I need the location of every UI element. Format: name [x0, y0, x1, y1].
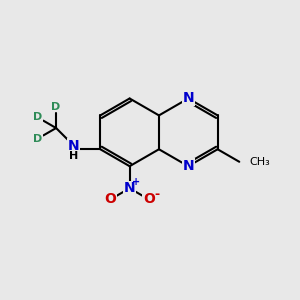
Text: D: D [33, 134, 42, 144]
Text: D: D [33, 112, 42, 122]
Text: N: N [124, 181, 135, 195]
Text: H: H [69, 151, 78, 161]
Text: D: D [52, 102, 61, 112]
Text: CH₃: CH₃ [250, 157, 270, 167]
Text: N: N [182, 92, 194, 106]
Text: O: O [143, 192, 155, 206]
Text: N: N [68, 139, 80, 153]
Text: +: + [132, 177, 140, 188]
Text: N: N [182, 159, 194, 173]
Text: -: - [154, 188, 160, 201]
Text: O: O [105, 192, 116, 206]
